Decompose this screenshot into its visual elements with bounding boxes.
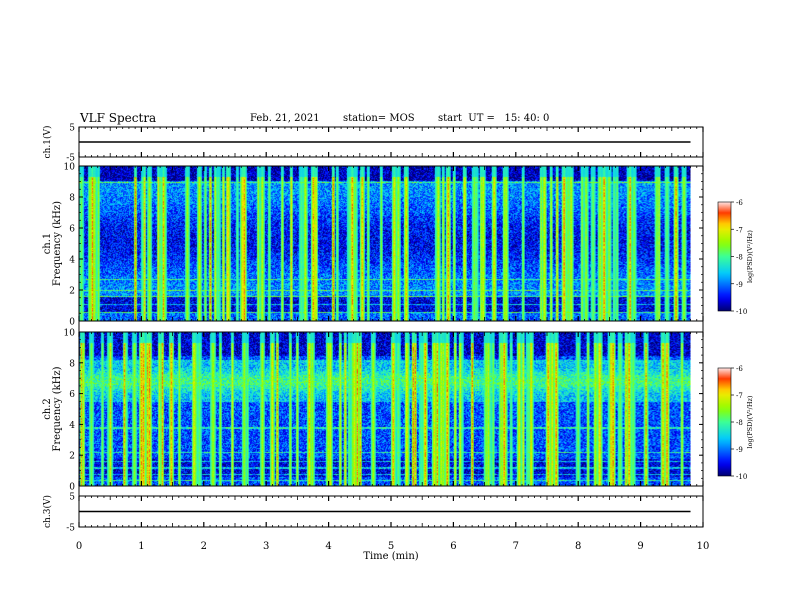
colorbar-tick-label: -8 — [736, 254, 743, 262]
x-tick-label: 9 — [637, 541, 643, 552]
y-tick-label: 4 — [69, 256, 75, 266]
y-tick-label: 10 — [64, 329, 76, 339]
ch2-spectrogram-channel-label: ch.2 — [42, 398, 53, 420]
ch1-spectrogram-ylabel: Frequency (kHz) — [52, 201, 63, 286]
figure-title: VLF Spectra — [80, 111, 157, 125]
y-tick-label: 0 — [69, 318, 75, 328]
start-time-label: start UT = 15: 40: 0 — [438, 113, 550, 124]
ch1-spectrogram-channel-label: ch.1 — [42, 233, 53, 255]
y-tick-label: 6 — [69, 390, 75, 400]
y-tick-label: 2 — [69, 287, 75, 297]
x-tick-label: 8 — [575, 541, 581, 552]
date-label: Feb. 21, 2021 — [250, 113, 320, 124]
ch1-spectrogram-image — [79, 166, 691, 321]
y-tick-label: 6 — [69, 225, 75, 235]
ch3-waveform-panel — [78, 495, 704, 528]
y-tick-label: 8 — [69, 194, 75, 204]
ch2-spectrogram-image — [79, 332, 691, 486]
y-tick-label: -5 — [66, 524, 75, 534]
y-tick-label: 5 — [69, 493, 75, 503]
ch2-spectrogram-panel — [78, 331, 734, 487]
x-tick-label: 3 — [263, 541, 269, 552]
colorbar-tick-label: -8 — [736, 419, 743, 427]
ch1-spectrogram-colorbar-label: log(PSD)(V²/Hz) — [746, 230, 754, 283]
colorbar-tick-label: -9 — [736, 281, 743, 289]
x-tick-label: 10 — [697, 541, 710, 552]
x-tick-label: 5 — [388, 541, 394, 552]
ch1-spectrogram-colorbar — [717, 201, 732, 312]
colorbar-tick-label: -7 — [736, 226, 743, 234]
y-tick-label: 10 — [64, 163, 76, 173]
colorbar-tick-label: -10 — [736, 308, 747, 316]
y-tick-label: 4 — [69, 421, 75, 431]
ch1-spectrogram-panel — [78, 165, 734, 322]
x-tick-label: 7 — [513, 541, 519, 552]
x-tick-label: 1 — [138, 541, 144, 552]
station-label: station= MOS — [343, 113, 415, 124]
x-tick-label: 0 — [76, 541, 82, 552]
x-tick-label: 4 — [325, 541, 331, 552]
ch2-spectrogram-colorbar — [717, 367, 732, 477]
y-tick-label: 5 — [69, 124, 75, 134]
ch3-waveform-ylabel: ch.3(V) — [42, 495, 53, 528]
x-tick-label: 6 — [450, 541, 456, 552]
y-tick-label: -5 — [66, 154, 75, 164]
colorbar-tick-label: -10 — [736, 473, 747, 481]
ch1-waveform-panel — [78, 126, 704, 158]
x-tick-label: 2 — [201, 541, 207, 552]
colorbar-tick-label: -9 — [736, 446, 743, 454]
colorbar-tick-label: -7 — [736, 392, 743, 400]
x-axis-label: Time (min) — [363, 551, 418, 562]
y-tick-label: 0 — [69, 483, 75, 493]
colorbar-tick-label: -6 — [736, 365, 743, 373]
y-tick-label: 2 — [69, 452, 75, 462]
colorbar-tick-label: -6 — [736, 199, 743, 207]
ch2-spectrogram-ylabel: Frequency (kHz) — [52, 366, 63, 451]
y-tick-label: 8 — [69, 359, 75, 369]
ch1-waveform-ylabel: ch.1(V) — [42, 126, 53, 159]
ch2-spectrogram-colorbar-label: log(PSD)(V²/Hz) — [746, 395, 754, 448]
